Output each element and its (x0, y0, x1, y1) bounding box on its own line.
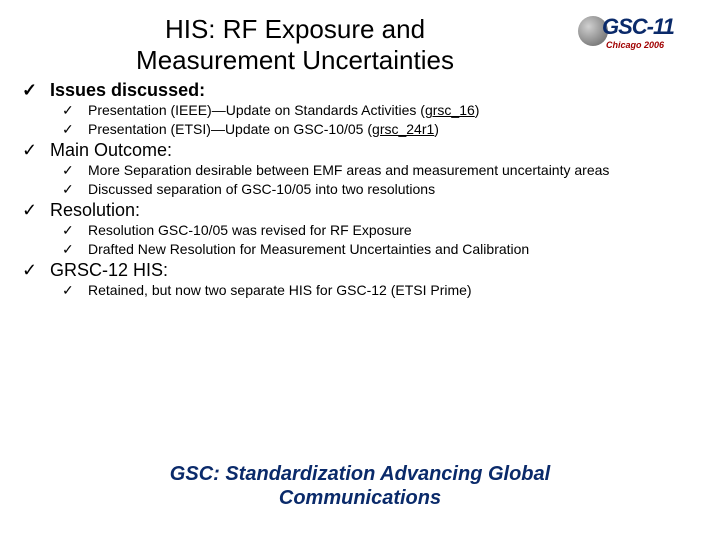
footer-line-1: GSC: Standardization Advancing Global (170, 463, 550, 485)
title-line-2: Measurement Uncertainties (136, 45, 454, 75)
list-item: ✓ Retained, but now two separate HIS for… (62, 282, 698, 300)
check-icon: ✓ (62, 121, 78, 139)
check-icon: ✓ (62, 162, 78, 180)
item-text: Discussed separation of GSC-10/05 into t… (88, 181, 698, 199)
check-icon: ✓ (22, 140, 40, 161)
heading-text: Resolution: (50, 200, 698, 221)
text-post: ) (475, 102, 480, 118)
content-body: ✓ Issues discussed: ✓ Presentation (IEEE… (22, 80, 698, 300)
text-pre: Presentation (ETSI)—Update on GSC-10/05 … (88, 121, 372, 137)
item-text: Drafted New Resolution for Measurement U… (88, 241, 698, 259)
text-post: ) (434, 121, 439, 137)
list-item: ✓ Drafted New Resolution for Measurement… (62, 241, 698, 259)
section-heading-issues: ✓ Issues discussed: (22, 80, 698, 101)
item-text: Presentation (IEEE)—Update on Standards … (88, 102, 698, 120)
check-icon: ✓ (62, 222, 78, 240)
list-item: ✓ Discussed separation of GSC-10/05 into… (62, 181, 698, 199)
heading-text: GRSC-12 HIS: (50, 260, 698, 281)
item-text: Retained, but now two separate HIS for G… (88, 282, 698, 300)
heading-text: Issues discussed: (50, 80, 698, 101)
slide: HIS: RF Exposure and Measurement Uncerta… (0, 0, 720, 540)
list-item: ✓ Presentation (ETSI)—Update on GSC-10/0… (62, 121, 698, 139)
check-icon: ✓ (62, 282, 78, 300)
check-icon: ✓ (62, 102, 78, 120)
slide-title: HIS: RF Exposure and Measurement Uncerta… (22, 14, 578, 76)
section-heading-resolution: ✓ Resolution: (22, 200, 698, 221)
item-text: More Separation desirable between EMF ar… (88, 162, 698, 180)
item-text: Presentation (ETSI)—Update on GSC-10/05 … (88, 121, 698, 139)
link-grsc16[interactable]: grsc_16 (425, 102, 475, 118)
text-pre: Presentation (IEEE)—Update on Standards … (88, 102, 425, 118)
section-heading-outcome: ✓ Main Outcome: (22, 140, 698, 161)
list-item: ✓ More Separation desirable between EMF … (62, 162, 698, 180)
heading-text: Main Outcome: (50, 140, 698, 161)
check-icon: ✓ (22, 200, 40, 221)
logo-main-text: GSC-11 (602, 14, 674, 40)
footer-tagline: GSC: Standardization Advancing Global Co… (0, 462, 720, 510)
check-icon: ✓ (62, 241, 78, 259)
link-grsc24r1[interactable]: grsc_24r1 (372, 121, 434, 137)
gsc-logo: GSC-11 Chicago 2006 (578, 14, 698, 58)
item-text: Resolution GSC-10/05 was revised for RF … (88, 222, 698, 240)
list-item: ✓ Resolution GSC-10/05 was revised for R… (62, 222, 698, 240)
check-icon: ✓ (62, 181, 78, 199)
header-row: HIS: RF Exposure and Measurement Uncerta… (22, 14, 698, 76)
check-icon: ✓ (22, 260, 40, 281)
footer-line-2: Communications (279, 487, 441, 509)
list-item: ✓ Presentation (IEEE)—Update on Standard… (62, 102, 698, 120)
section-heading-grsc12: ✓ GRSC-12 HIS: (22, 260, 698, 281)
check-icon: ✓ (22, 80, 40, 101)
title-line-1: HIS: RF Exposure and (165, 14, 425, 44)
logo-sub-text: Chicago 2006 (606, 40, 664, 50)
